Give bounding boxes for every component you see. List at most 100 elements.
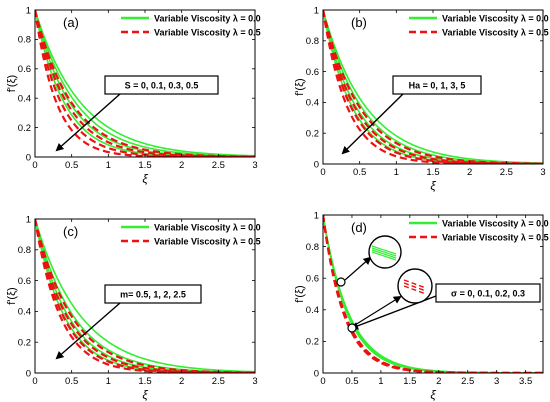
annotation-box — [435, 283, 541, 303]
x-tick-label: 3.5 — [519, 376, 532, 387]
x-tick-label: 2 — [179, 160, 184, 171]
y-tick-label: 0 — [26, 152, 31, 163]
x-tick-label: 2.5 — [500, 167, 513, 178]
zoom-line — [371, 247, 397, 257]
legend: Variable Viscosity λ = 0.0 Variable Visco… — [409, 14, 549, 38]
y-tick-label: 0.2 — [18, 338, 31, 349]
x-tick-label: 0 — [32, 376, 37, 387]
series-line — [323, 10, 543, 164]
annotation-box — [104, 284, 202, 304]
x-axis-label: ξ — [430, 388, 436, 402]
chart-panel: 0 0.5 1 1.5 2 2.5 3 0 0.2 0.4 0.6 0.8 1 ξ f'(ξ) (a) Vari… — [6, 5, 261, 186]
x-axis-label: ξ — [142, 172, 148, 186]
zoom-marker — [336, 277, 346, 287]
x-tick-label: 0.5 — [345, 376, 358, 387]
x-axis-label: ξ — [430, 179, 436, 193]
legend: Variable Viscosity λ = 0.0 Variable Visco… — [121, 223, 261, 247]
zoom-line — [403, 279, 427, 289]
x-tick-label: 3 — [540, 167, 545, 178]
zoom-line — [371, 251, 397, 261]
x-tick-label: 2 — [467, 167, 472, 178]
x-tick-label: 0.5 — [65, 160, 78, 171]
x-tick-label: 1 — [106, 160, 111, 171]
annotation-box — [104, 75, 219, 95]
chart-panel: 0 0.5 1 1.5 2 2.5 3 0 0.2 0.4 0.6 0.8 1 ξ f'(ξ) (c) Vari… — [6, 214, 261, 402]
x-tick-label: 1.5 — [138, 376, 151, 387]
y-tick-label: 0.8 — [18, 245, 31, 256]
x-tick-label: 0 — [320, 167, 325, 178]
x-tick-label: 3 — [494, 376, 499, 387]
y-tick-label: 0.8 — [306, 36, 319, 47]
x-tick-label: 1 — [394, 167, 399, 178]
x-tick-label: 3 — [252, 376, 257, 387]
annotation-text: Ha = 0, 1, 3, 5 — [409, 81, 466, 91]
y-tick-label: 0.2 — [306, 129, 319, 140]
annotation-arrow — [55, 302, 121, 360]
x-tick-label: 1.5 — [403, 376, 416, 387]
y-tick-label: 0.4 — [18, 94, 31, 105]
legend-label: Variable Viscosity λ = 0.0 — [442, 219, 549, 229]
annotation-arrow — [341, 93, 404, 155]
y-tick-label: 0.2 — [18, 123, 31, 134]
plot-frame — [322, 214, 544, 374]
annotation-text: σ = 0, 0.1, 0.2, 0.3 — [451, 289, 525, 299]
y-tick-label: 1 — [314, 210, 319, 221]
zoom-line — [371, 245, 397, 255]
y-axis-label: f'(ξ) — [6, 75, 18, 92]
y-axis-label: f'(ξ) — [294, 78, 306, 95]
chart-panel: 0 0.5 1 1.5 2 2.5 3 0 0.2 0.4 0.6 0.8 1 ξ f'(ξ) (b) Vari… — [294, 5, 549, 193]
annotation-arrow — [55, 93, 121, 152]
legend: Variable Viscosity λ = 0.0 Variable Visco… — [409, 219, 549, 243]
x-tick-label: 0 — [32, 160, 37, 171]
y-tick-label: 0.8 — [18, 35, 31, 46]
legend-label: Variable Viscosity λ = 0.5 — [154, 28, 261, 38]
legend-label: Variable Viscosity λ = 0.5 — [442, 233, 549, 243]
zoom-line — [403, 282, 427, 292]
x-tick-label: 3 — [252, 160, 257, 171]
legend-label: Variable Viscosity λ = 0.5 — [442, 28, 549, 38]
chart-panel: 0 0.5 1 1.5 2 2.5 3 3.5 0 0.2 0.4 0.6 0.8 1 ξ f'(ξ) (d) V… — [294, 210, 549, 402]
y-tick-label: 1 — [26, 214, 31, 225]
x-tick-label: 0.5 — [353, 167, 366, 178]
x-tick-label: 1.5 — [138, 160, 151, 171]
legend: Variable Viscosity λ = 0.0 Variable Visco… — [121, 14, 261, 38]
annotation-text: m= 0.5, 1, 2, 2.5 — [120, 290, 186, 300]
y-tick-label: 0.2 — [306, 337, 319, 348]
y-tick-label: 0.6 — [306, 67, 319, 78]
zoom-inset-red — [397, 268, 433, 304]
x-tick-label: 1.5 — [426, 167, 439, 178]
y-tick-label: 0.6 — [306, 274, 319, 285]
zoom-insets — [336, 235, 433, 333]
x-tick-label: 2 — [179, 376, 184, 387]
series-line — [35, 10, 255, 157]
legend-label: Variable Viscosity λ = 0.5 — [154, 237, 261, 247]
zoom-arrow — [354, 295, 402, 326]
x-tick-label: 0 — [320, 376, 325, 387]
y-tick-label: 0 — [26, 368, 31, 379]
x-tick-label: 2.5 — [461, 376, 474, 387]
y-tick-label: 1 — [314, 5, 319, 16]
legend-label: Variable Viscosity λ = 0.0 — [154, 14, 261, 24]
series-line — [35, 219, 255, 373]
y-tick-label: 1 — [26, 5, 31, 16]
y-tick-label: 0.4 — [306, 305, 319, 316]
legend-label: Variable Viscosity λ = 0.0 — [442, 14, 549, 24]
x-tick-label: 2.5 — [212, 160, 225, 171]
annotation-box — [392, 75, 482, 95]
x-tick-label: 1 — [106, 376, 111, 387]
x-tick-label: 2.5 — [212, 376, 225, 387]
y-tick-label: 0.4 — [306, 98, 319, 109]
panel-label: (d) — [351, 220, 367, 235]
y-tick-label: 0.8 — [306, 242, 319, 253]
panel-label: (b) — [351, 15, 367, 30]
y-tick-label: 0.4 — [18, 307, 31, 318]
zoom-line — [371, 249, 397, 259]
x-tick-label: 0.5 — [65, 376, 78, 387]
zoom-line — [403, 285, 427, 295]
zoom-marker — [347, 323, 357, 333]
x-tick-label: 1 — [378, 376, 383, 387]
x-axis-label: ξ — [142, 388, 148, 402]
y-tick-label: 0.6 — [18, 276, 31, 287]
zoom-arrow — [344, 256, 372, 281]
